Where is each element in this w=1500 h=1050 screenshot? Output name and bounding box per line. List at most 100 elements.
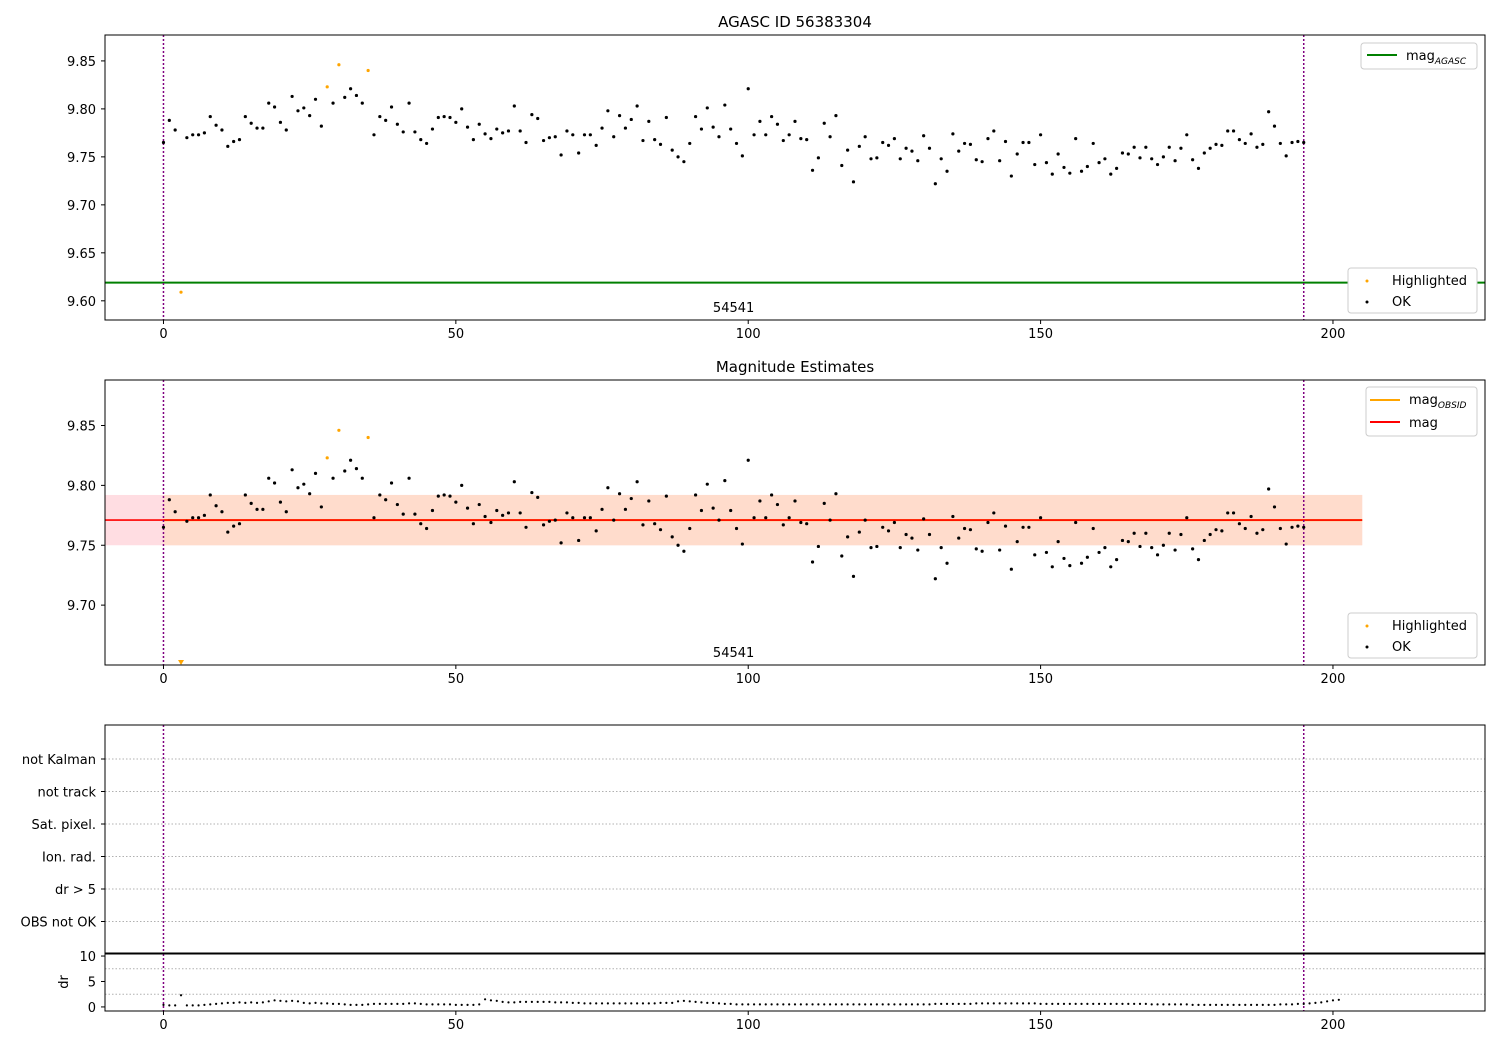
dr-point xyxy=(945,1002,949,1005)
dr-point xyxy=(910,1003,914,1006)
ok-point xyxy=(957,536,961,540)
dr-point xyxy=(881,1003,884,1006)
dr-point xyxy=(1051,1002,1054,1005)
ok-point xyxy=(460,107,464,111)
dr-point xyxy=(1296,1002,1299,1005)
y-tick-label: 9.65 xyxy=(67,247,96,262)
ok-point xyxy=(419,137,423,142)
ok-point xyxy=(512,104,516,108)
ok-point xyxy=(425,526,429,531)
ok-point xyxy=(1144,531,1148,535)
dr-point xyxy=(314,1001,317,1004)
ok-point xyxy=(886,529,891,533)
ok-point xyxy=(471,137,475,142)
ok-point xyxy=(752,516,756,520)
ok-point xyxy=(1044,161,1049,165)
ok-point xyxy=(354,93,359,98)
dr-point xyxy=(1173,1003,1177,1006)
ok-point xyxy=(851,180,856,184)
ok-point xyxy=(1074,520,1078,525)
ok-point xyxy=(723,478,727,483)
ok-point xyxy=(758,499,762,503)
ok-point xyxy=(191,516,195,520)
dr-point xyxy=(706,1001,709,1004)
dr-point xyxy=(1226,1003,1229,1006)
ok-point xyxy=(1027,140,1031,145)
ok-point xyxy=(822,121,826,125)
dr-point xyxy=(1138,1002,1142,1005)
ok-point xyxy=(641,138,645,143)
ok-point xyxy=(1161,155,1165,159)
ok-point xyxy=(1290,140,1294,145)
ok-point xyxy=(161,525,166,529)
ok-point xyxy=(226,530,230,534)
ok-point xyxy=(530,113,534,117)
ok-point xyxy=(1150,546,1154,550)
ok-point xyxy=(1302,140,1306,145)
plot-frame xyxy=(104,379,1486,666)
ok-point xyxy=(922,517,926,521)
legend-top: magAGASC xyxy=(1360,42,1478,70)
ok-point xyxy=(1249,132,1253,136)
ok-point xyxy=(1173,548,1177,552)
ok-point xyxy=(653,522,657,526)
ok-point xyxy=(1126,152,1130,156)
ok-point xyxy=(717,518,721,522)
y-tick-label: 9.80 xyxy=(67,479,96,494)
ok-point xyxy=(214,504,218,508)
dr-point xyxy=(285,1000,288,1003)
ok-point xyxy=(1161,543,1165,547)
dr-point xyxy=(250,1001,253,1004)
ok-point xyxy=(1155,162,1160,167)
obsid-label: 54541 xyxy=(713,646,754,661)
ok-point xyxy=(237,522,242,526)
ok-point xyxy=(933,577,937,581)
ok-point xyxy=(278,500,283,504)
ok-point xyxy=(161,140,166,145)
ok-point xyxy=(413,130,417,134)
ok-point xyxy=(1284,542,1288,546)
ok-point xyxy=(670,148,674,152)
dr-point xyxy=(296,1000,300,1003)
dr-point xyxy=(981,1002,984,1005)
plot-frame xyxy=(104,34,1486,321)
ok-point xyxy=(261,126,265,130)
dr-point xyxy=(940,1002,943,1005)
ok-point xyxy=(840,554,844,558)
ok-point xyxy=(805,137,809,142)
ok-point xyxy=(840,163,844,168)
x-tick-label: 50 xyxy=(448,1018,465,1033)
ok-point xyxy=(1202,538,1206,543)
dr-point xyxy=(1203,1003,1206,1006)
ok-point xyxy=(1220,143,1224,147)
ok-point xyxy=(664,494,668,498)
ok-point xyxy=(1015,540,1019,544)
legend-label: mag xyxy=(1409,393,1438,408)
highlighted-point xyxy=(366,435,370,440)
dr-point xyxy=(331,1002,335,1005)
ok-point xyxy=(208,493,212,497)
ok-point xyxy=(191,133,195,137)
dr-point xyxy=(694,1000,697,1003)
ok-point xyxy=(1097,161,1101,165)
dr-point xyxy=(957,1002,960,1005)
ok-point xyxy=(284,128,288,132)
x-tick-label: 150 xyxy=(1028,672,1053,687)
ok-point xyxy=(863,518,867,522)
ok-point xyxy=(658,528,663,532)
ok-point xyxy=(951,132,955,136)
ok-point xyxy=(559,541,563,545)
ok-point xyxy=(401,512,405,516)
ok-point xyxy=(582,133,587,137)
dr-point xyxy=(1290,1003,1294,1006)
dr-point xyxy=(659,1001,662,1004)
ok-point xyxy=(1196,558,1201,562)
ok-point xyxy=(1220,529,1224,533)
ok-point xyxy=(395,502,399,507)
ok-point xyxy=(348,87,353,91)
ok-point xyxy=(1249,514,1253,519)
ok-point xyxy=(1231,129,1236,133)
ok-point xyxy=(196,516,201,520)
y-tick-label: 9.85 xyxy=(67,420,96,435)
ok-point xyxy=(688,526,692,531)
